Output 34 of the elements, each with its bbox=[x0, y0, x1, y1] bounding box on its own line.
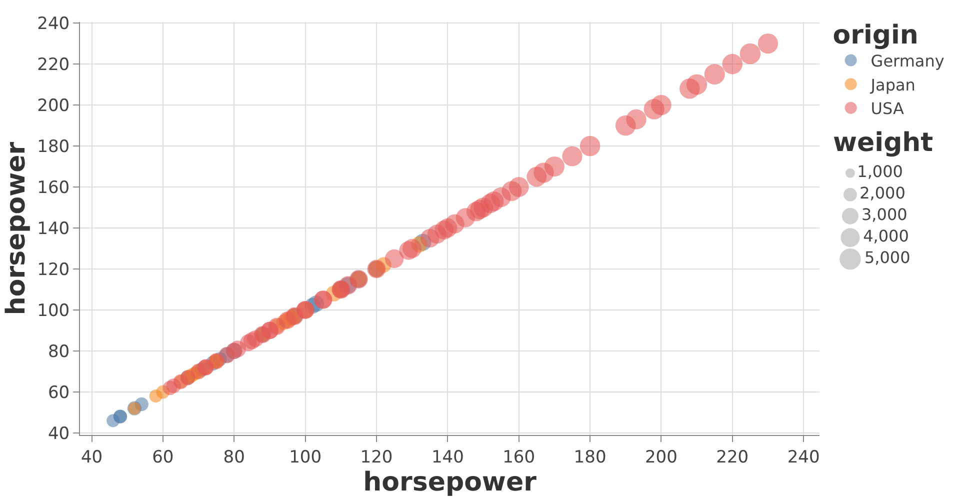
y-tick-label: 100 bbox=[37, 300, 70, 321]
x-tick-label: 120 bbox=[360, 447, 393, 468]
legend-label: 1,000 bbox=[857, 162, 903, 182]
legend-label: Germany bbox=[870, 52, 944, 71]
y-tick-label: 60 bbox=[48, 382, 70, 403]
text: weight bbox=[833, 128, 934, 158]
x-tick-label: 220 bbox=[716, 447, 749, 468]
y-tick-label: 200 bbox=[37, 96, 70, 116]
x-tick-label: 180 bbox=[574, 447, 606, 468]
y-tick-label: 180 bbox=[37, 136, 70, 157]
legend-label: 4,000 bbox=[863, 226, 909, 246]
x-tick-label: 240 bbox=[787, 447, 820, 468]
legend-label: 3,000 bbox=[861, 205, 908, 224]
y-tick-label: 80 bbox=[48, 342, 70, 362]
legend-label: USA bbox=[870, 99, 904, 118]
y-tick-label: 220 bbox=[37, 54, 70, 75]
y-axis-title: horsepower bbox=[2, 142, 32, 316]
x-tick-label: 60 bbox=[152, 447, 174, 468]
legend-title: origin bbox=[832, 20, 918, 50]
y-tick-label: 160 bbox=[37, 178, 70, 198]
x-axis-title: horsepower bbox=[363, 467, 537, 498]
x-tick-label: 160 bbox=[502, 447, 536, 468]
y-tick-label: 240 bbox=[37, 14, 70, 34]
x-tick-label: 100 bbox=[289, 447, 322, 468]
legend-label: Japan bbox=[870, 75, 916, 94]
legend-label: 5,000 bbox=[864, 248, 910, 268]
x-tick-label: 140 bbox=[431, 447, 464, 468]
legend-label: 2,000 bbox=[860, 184, 906, 203]
y-tick-label: 140 bbox=[37, 218, 70, 239]
x-tick-label: 40 bbox=[80, 447, 103, 468]
x-tick-label: 80 bbox=[223, 447, 245, 468]
y-tick-label: 120 bbox=[37, 260, 70, 280]
y-tick-label: 40 bbox=[48, 424, 70, 444]
x-tick-label: 200 bbox=[644, 447, 678, 468]
